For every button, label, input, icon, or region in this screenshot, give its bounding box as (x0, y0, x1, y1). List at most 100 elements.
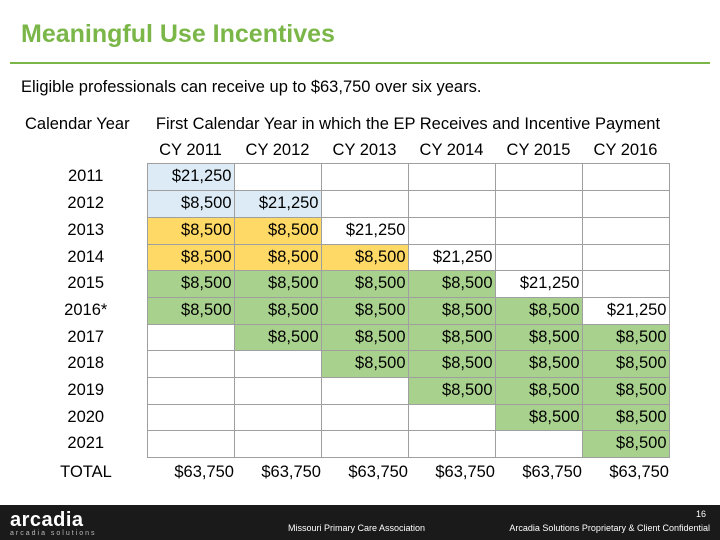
column-header: CY 2012 (245, 140, 310, 159)
value-cell (320, 163, 409, 192)
value-cell: $8,500 (494, 296, 583, 325)
value-cell: $21,250 (320, 216, 409, 245)
year-cell: 2018 (67, 354, 105, 373)
column-header: CY 2016 (593, 140, 658, 159)
page-number: 16 (695, 509, 706, 519)
year-cell: 2015 (67, 274, 105, 293)
value-cell: $8,500 (146, 270, 235, 298)
value-cell: $8,500 (407, 296, 496, 325)
value-cell (407, 430, 496, 459)
table-row: 2011 $21,250 (25, 163, 670, 192)
value-cell: $8,500 (146, 216, 235, 245)
value-cell (146, 350, 235, 379)
value-cell (581, 243, 670, 272)
table-row: 2017 $8,500 $8,500 $8,500 $8,500 $8,500 (25, 323, 670, 352)
footer-confidential: Arcadia Solutions Proprietary & Client C… (509, 523, 710, 533)
row-header-calendar-year: Calendar Year (25, 115, 130, 133)
value-cell (407, 163, 496, 192)
value-cell (494, 163, 583, 192)
year-cell: 2016* (64, 300, 108, 319)
column-header: CY 2011 (159, 140, 222, 159)
table-row: 2014 $8,500 $8,500 $8,500 $21,250 (25, 243, 670, 272)
value-cell (581, 190, 670, 218)
value-cell (146, 323, 235, 352)
total-value: $63,750 (348, 463, 408, 482)
value-cell: $8,500 (494, 377, 583, 405)
year-cell: 2011 (68, 167, 104, 186)
column-header: CY 2014 (419, 140, 484, 159)
value-cell (146, 430, 235, 459)
value-cell (494, 243, 583, 272)
group-header: First Calendar Year in which the EP Rece… (155, 115, 661, 133)
value-cell: $8,500 (581, 430, 670, 459)
column-header: CY 2015 (506, 140, 571, 159)
value-cell (146, 403, 235, 432)
value-cell: $8,500 (233, 216, 322, 245)
value-cell: $8,500 (581, 323, 670, 352)
year-cell: 2012 (67, 194, 105, 213)
value-cell (494, 216, 583, 245)
total-value: $63,750 (261, 463, 321, 482)
value-cell (320, 377, 409, 405)
page-title: Meaningful Use Incentives (21, 20, 335, 48)
value-cell: $8,500 (146, 296, 235, 325)
table-row: 2013 $8,500 $8,500 $21,250 (25, 216, 670, 245)
year-cell: 2014 (67, 247, 105, 266)
value-cell (233, 163, 322, 192)
value-cell: $8,500 (320, 350, 409, 379)
table-row: 2020 $8,500 $8,500 (25, 403, 670, 432)
title-divider (10, 62, 710, 64)
column-header: CY 2013 (332, 140, 397, 159)
value-cell (233, 350, 322, 379)
total-value: $63,750 (609, 463, 669, 482)
value-cell: $8,500 (494, 323, 583, 352)
value-cell: $8,500 (233, 323, 322, 352)
value-cell (320, 403, 409, 432)
footer-bar: arcadia arcadia solutions Missouri Prima… (0, 505, 720, 540)
table-row: 2012 $8,500 $21,250 (25, 190, 670, 218)
incentive-table: Calendar Year First Calendar Year in whi… (25, 112, 670, 486)
value-cell (581, 163, 670, 192)
table-row: 2019 $8,500 $8,500 $8,500 (25, 377, 670, 405)
value-cell: $21,250 (233, 190, 322, 218)
value-cell: $8,500 (581, 377, 670, 405)
value-cell (581, 216, 670, 245)
value-cell: $8,500 (320, 296, 409, 325)
footer-organization: Missouri Primary Care Association (288, 523, 426, 533)
value-cell (320, 190, 409, 218)
total-value: $63,750 (435, 463, 495, 482)
year-cell: 2013 (67, 220, 105, 239)
value-cell: $8,500 (320, 323, 409, 352)
value-cell: $8,500 (146, 190, 235, 218)
value-cell: $8,500 (320, 270, 409, 298)
value-cell: $8,500 (407, 350, 496, 379)
value-cell: $21,250 (581, 296, 670, 325)
value-cell: $8,500 (407, 323, 496, 352)
table-row: 2021 $8,500 (25, 430, 670, 459)
page-subtitle: Eligible professionals can receive up to… (21, 78, 482, 96)
table-row: 2015 $8,500 $8,500 $8,500 $8,500 $21,250 (25, 270, 670, 298)
total-value: $63,750 (174, 463, 234, 482)
total-value: $63,750 (522, 463, 582, 482)
value-cell: $8,500 (146, 243, 235, 272)
value-cell: $21,250 (494, 270, 583, 298)
total-label: TOTAL (60, 462, 112, 481)
value-cell: $8,500 (233, 296, 322, 325)
value-cell: $8,500 (233, 270, 322, 298)
value-cell: $8,500 (233, 243, 322, 272)
year-cell: 2021 (67, 434, 105, 453)
value-cell (233, 430, 322, 459)
value-cell (407, 216, 496, 245)
value-cell (407, 190, 496, 218)
column-header-row: CY 2011 CY 2012 CY 2013 CY 2014 CY 2015 CY 20… (25, 138, 669, 164)
value-cell: $8,500 (494, 350, 583, 379)
value-cell (233, 403, 322, 432)
year-cell: 2019 (67, 381, 105, 400)
year-cell: 2017 (67, 327, 105, 346)
table-row: 2016* $8,500 $8,500 $8,500 $8,500 $8,500 $21,2… (25, 296, 670, 325)
arcadia-logo: arcadia (10, 509, 84, 531)
arcadia-logo-subtext: arcadia solutions (10, 530, 97, 537)
value-cell: $8,500 (407, 377, 496, 405)
value-cell: $8,500 (581, 403, 670, 432)
value-cell (494, 190, 583, 218)
